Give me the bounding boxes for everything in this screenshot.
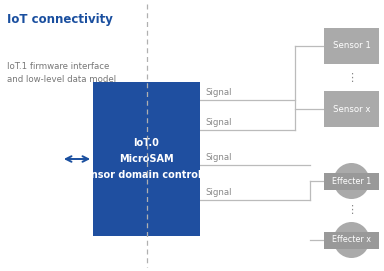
Text: Sensor 1: Sensor 1 — [333, 41, 371, 50]
Text: Signal: Signal — [205, 88, 232, 97]
Text: Signal: Signal — [205, 188, 232, 197]
Text: ⋮: ⋮ — [346, 205, 357, 215]
Text: Effecter x: Effecter x — [332, 235, 371, 244]
Circle shape — [333, 222, 369, 258]
Bar — [324, 91, 379, 127]
Circle shape — [333, 163, 369, 199]
Text: Signal: Signal — [205, 118, 232, 127]
Bar — [93, 82, 200, 236]
Text: Effecter 1: Effecter 1 — [332, 176, 371, 186]
Bar — [324, 173, 379, 189]
Text: IoT.1 firmware interface
and low-level data model: IoT.1 firmware interface and low-level d… — [7, 62, 116, 83]
Text: IoT connectivity: IoT connectivity — [7, 13, 113, 26]
Text: IoT.0
MicroSAM
Sensor domain controller: IoT.0 MicroSAM Sensor domain controller — [77, 138, 216, 180]
Text: ⋮: ⋮ — [346, 73, 357, 82]
Bar — [324, 231, 379, 249]
Text: Signal: Signal — [205, 153, 232, 162]
Bar — [324, 28, 379, 64]
Text: Sensor x: Sensor x — [333, 105, 370, 114]
